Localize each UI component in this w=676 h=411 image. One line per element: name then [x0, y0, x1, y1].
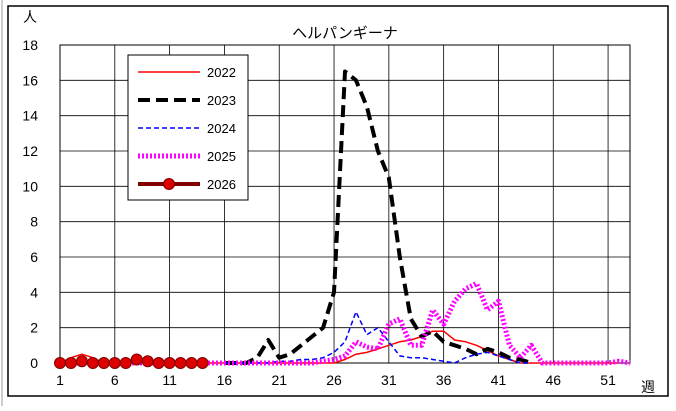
x-tick-label: 11: [162, 372, 177, 388]
legend-label-2024: 2024: [207, 121, 236, 136]
x-tick-label: 46: [545, 372, 561, 388]
data-point-2026: [54, 357, 66, 369]
y-tick-label: 14: [22, 108, 38, 124]
series-layer: [54, 69, 631, 369]
y-tick-label: 6: [30, 249, 38, 265]
y-tick-label: 2: [30, 320, 38, 336]
data-point-2026: [108, 357, 121, 369]
series-line-2024: [224, 311, 532, 364]
y-axis-label: 人: [23, 9, 37, 25]
data-point-2026: [97, 357, 110, 369]
x-tick-label: 26: [326, 372, 342, 388]
x-tick-label: 21: [271, 372, 287, 388]
series-line-2023: [224, 69, 532, 365]
y-tick-label: 4: [30, 284, 38, 300]
series-2023: [224, 69, 532, 365]
data-point-2026: [174, 357, 187, 369]
data-point-2026: [86, 357, 99, 369]
x-tick-label: 36: [436, 372, 452, 388]
data-point-2026: [130, 353, 143, 366]
x-tick-label: 51: [600, 372, 616, 388]
data-point-2026: [196, 357, 209, 369]
y-tick-label: 16: [22, 72, 38, 88]
data-point-2026: [163, 357, 176, 369]
x-tick-label: 31: [381, 372, 397, 388]
series-line-2025: [60, 281, 631, 366]
series-2026: [54, 353, 209, 369]
legend: 2022 2023 2024 2025 2026: [127, 54, 249, 201]
x-tick-label: 41: [491, 372, 507, 388]
legend-marker-2026: [163, 178, 175, 190]
data-point-2026: [119, 357, 132, 369]
x-tick-label: 1: [56, 372, 64, 388]
data-point-2026: [141, 355, 154, 368]
legend-label-2026: 2026: [207, 177, 236, 192]
y-tick-label: 10: [22, 178, 38, 194]
y-tick-label: 12: [22, 143, 38, 159]
legend-label-2022: 2022: [207, 65, 236, 80]
data-point-2026: [185, 357, 198, 369]
x-axis-label: 週: [641, 379, 655, 395]
data-point-2026: [75, 355, 88, 368]
y-tick-label: 0: [30, 355, 38, 371]
y-tick-label: 8: [30, 214, 38, 230]
series-2025: [60, 281, 631, 366]
y-tick-label: 18: [22, 37, 38, 53]
x-tick-label: 16: [217, 372, 233, 388]
series-2024: [224, 311, 532, 364]
data-point-2026: [64, 357, 77, 369]
data-point-2026: [152, 357, 165, 369]
x-tick-label: 6: [111, 372, 119, 388]
chart-title: ヘルパンギーナ: [292, 25, 398, 42]
legend-label-2025: 2025: [207, 149, 236, 164]
legend-label-2023: 2023: [207, 93, 236, 108]
